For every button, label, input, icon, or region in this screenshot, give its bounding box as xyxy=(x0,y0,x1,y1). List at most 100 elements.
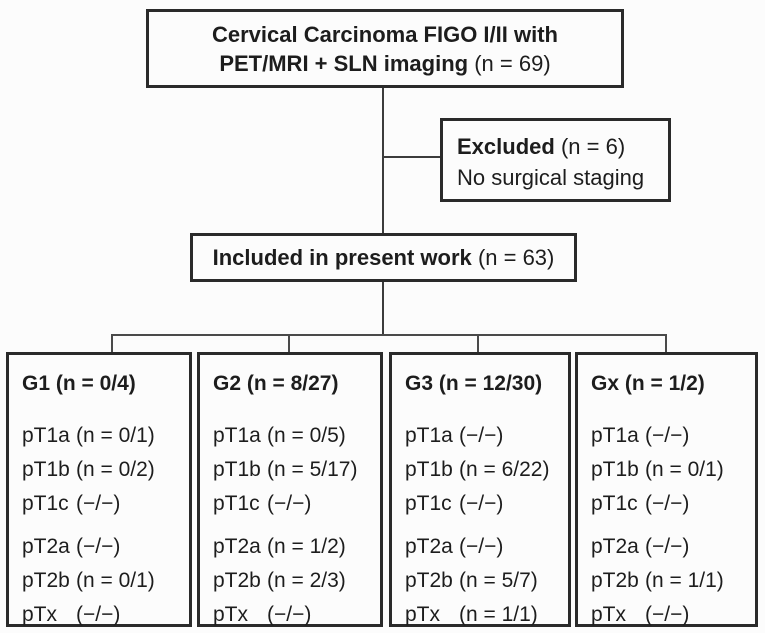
pt-row-value: (n = 0/2) xyxy=(76,458,155,481)
pt1-group: pT1a (n = 0/5) pT1b (n = 5/17) pT1c (−/−) xyxy=(213,419,372,521)
pt-row-label: pT1a xyxy=(405,424,453,447)
pt-row-value: (−/−) xyxy=(76,603,121,626)
excluded-subtitle: No surgical staging xyxy=(457,165,645,190)
group-header: G1 (n = 0/4) xyxy=(22,372,136,395)
pt2-group: pT2a (n = 1/2) pT2b (n = 2/3) pTx (−/−) xyxy=(213,530,372,632)
pt-row: pT2b (n = 1/1) xyxy=(591,564,747,598)
pt-row-label: pT1b xyxy=(213,458,261,481)
pt-row-label: pT1c xyxy=(213,492,260,515)
pt-row-label: pT1c xyxy=(22,492,69,515)
pt-row-value: (n = 6/22) xyxy=(459,458,550,481)
excluded-title-count: (n = 6) xyxy=(560,134,626,159)
pt-row: pT2a (−/−) xyxy=(591,530,747,564)
connector-stub-g4 xyxy=(665,334,667,353)
pt-row: pT2a (−/−) xyxy=(405,530,560,564)
pt2-group: pT2a (−/−) pT2b (n = 5/7) pTx (n = 1/1) xyxy=(405,530,560,632)
pt-row: pTx (n = 1/1) xyxy=(405,598,560,632)
pt-row-label: pT1b xyxy=(22,458,70,481)
pt-row-value: (−/−) xyxy=(645,603,690,626)
connector-top-vertical xyxy=(382,88,384,233)
pt-row-value: (n = 0/5) xyxy=(267,424,346,447)
pt-row-label: pT2a xyxy=(405,535,453,558)
included-box: Included in present work (n = 63) xyxy=(190,233,577,282)
pt-row-value: (−/−) xyxy=(459,424,504,447)
excluded-title-bold: Excluded xyxy=(457,134,555,159)
pt-row: pT2a (n = 1/2) xyxy=(213,530,372,564)
group-box-gx: Gx (n = 1/2) pT1a (−/−) pT1b (n = 0/1) pT1… xyxy=(575,352,758,627)
pt-row: pT1a (n = 0/1) xyxy=(22,419,181,453)
pt-row-label: pT1a xyxy=(591,424,639,447)
pt-row: pT1a (n = 0/5) xyxy=(213,419,372,453)
pt-row-value: (−/−) xyxy=(76,492,121,515)
pt-row-label: pT2b xyxy=(22,569,70,592)
top-box-line1-text: Cervical Carcinoma FIGO I/II with xyxy=(212,21,558,47)
pt-row: pT1c (−/−) xyxy=(22,487,181,521)
pt-row-value: (−/−) xyxy=(459,535,504,558)
pt-row-label: pT2a xyxy=(22,535,70,558)
pt1-group: pT1a (−/−) pT1b (n = 6/22) pT1c (−/−) xyxy=(405,419,560,521)
pt-row-label: pT2b xyxy=(591,569,639,592)
top-box-line2-bold: PET/MRI + SLN imaging xyxy=(219,50,469,76)
connector-stub-g2 xyxy=(288,334,290,353)
pt-row: pT1b (n = 0/1) xyxy=(591,453,747,487)
pt2-group: pT2a (−/−) pT2b (n = 1/1) pTx (−/−) xyxy=(591,530,747,632)
pt-row-value: (n = 0/1) xyxy=(76,569,155,592)
pt-row-value: (−/−) xyxy=(267,603,312,626)
pt-row-label: pT2a xyxy=(591,535,639,558)
pt-row: pT1b (n = 6/22) xyxy=(405,453,560,487)
pt2-group: pT2a (−/−) pT2b (n = 0/1) pTx (−/−) xyxy=(22,530,181,632)
pt-row-value: (n = 1/1) xyxy=(459,603,538,626)
pt-row-value: (−/−) xyxy=(645,424,690,447)
pt-row-value: (−/−) xyxy=(645,492,690,515)
top-box-cervical-carcinoma: Cervical Carcinoma FIGO I/II with PET/MR… xyxy=(146,9,624,88)
group-header: G2 (n = 8/27) xyxy=(213,372,339,395)
group-box-g1: G1 (n = 0/4) pT1a (n = 0/1) pT1b (n = 0/2)… xyxy=(6,352,192,627)
pt-row-label: pT2a xyxy=(213,535,261,558)
pt-row-label: pT1b xyxy=(405,458,453,481)
pt-row: pT1c (−/−) xyxy=(591,487,747,521)
pt-row: pT1b (n = 0/2) xyxy=(22,453,181,487)
pt-row-label: pT1c xyxy=(405,492,452,515)
pt-row: pT2b (n = 5/7) xyxy=(405,564,560,598)
connector-excluded-branch xyxy=(384,156,440,158)
excluded-title: Excluded (n = 6) xyxy=(457,131,654,162)
pt-row: pT1a (−/−) xyxy=(591,419,747,453)
connector-included-vertical xyxy=(382,282,384,335)
excluded-box: Excluded (n = 6) No surgical staging xyxy=(440,118,671,202)
pt-row: pT2b (n = 0/1) xyxy=(22,564,181,598)
pt1-group: pT1a (n = 0/1) pT1b (n = 0/2) pT1c (−/−) xyxy=(22,419,181,521)
pt-row: pT1c (−/−) xyxy=(405,487,560,521)
pt-row: pTx (−/−) xyxy=(591,598,747,632)
pt-row: pTx (−/−) xyxy=(22,598,181,632)
pt-row-label: pT2b xyxy=(405,569,453,592)
pt-row-label: pT2b xyxy=(213,569,261,592)
pt-row-label: pT1a xyxy=(213,424,261,447)
pt-row: pT2b (n = 2/3) xyxy=(213,564,372,598)
pt-row-value: (n = 2/3) xyxy=(267,569,346,592)
group-box-g2: G2 (n = 8/27) pT1a (n = 0/5) pT1b (n = 5/1… xyxy=(197,352,383,627)
pt-row-value: (−/−) xyxy=(267,492,312,515)
pt-row-label: pTx xyxy=(405,603,441,626)
pt-row-label: pT1c xyxy=(591,492,638,515)
pt-row: pTx (−/−) xyxy=(213,598,372,632)
pt-row-value: (n = 1/1) xyxy=(645,569,724,592)
pt-row-label: pTx xyxy=(213,603,249,626)
pt-row: pT1b (n = 5/17) xyxy=(213,453,372,487)
pt-row-label: pTx xyxy=(591,603,627,626)
top-box-line2: PET/MRI + SLN imaging (n = 69) xyxy=(219,49,550,78)
pt-row-value: (n = 0/1) xyxy=(645,458,724,481)
pt-row: pT1a (−/−) xyxy=(405,419,560,453)
pt-row-value: (n = 1/2) xyxy=(267,535,346,558)
included-title-count: (n = 63) xyxy=(477,244,555,270)
pt-row-value: (−/−) xyxy=(645,535,690,558)
pt-row-value: (−/−) xyxy=(459,492,504,515)
pt-row-value: (−/−) xyxy=(76,535,121,558)
group-box-g3: G3 (n = 12/30) pT1a (−/−) pT1b (n = 6/22) … xyxy=(389,352,571,627)
included-title-bold: Included in present work xyxy=(212,244,472,270)
top-box-line2-count: (n = 69) xyxy=(474,50,551,76)
pt-row: pT2a (−/−) xyxy=(22,530,181,564)
group-header: Gx (n = 1/2) xyxy=(591,372,705,395)
pt-row-value: (n = 5/17) xyxy=(267,458,358,481)
pt1-group: pT1a (−/−) pT1b (n = 0/1) pT1c (−/−) xyxy=(591,419,747,521)
